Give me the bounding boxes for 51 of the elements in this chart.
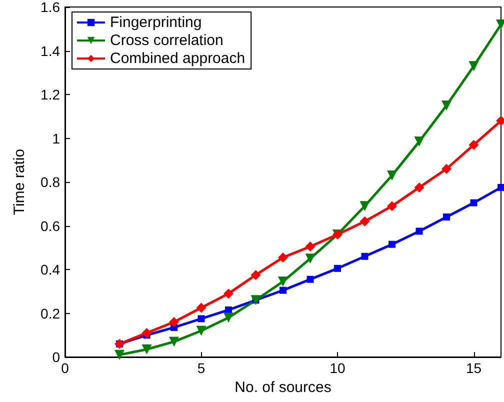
x-tick-label: 5: [197, 360, 206, 376]
point: [360, 216, 370, 226]
point: [305, 242, 316, 252]
point: [196, 326, 206, 336]
point: [305, 254, 316, 264]
legend-label: Fingerprinting: [110, 14, 202, 31]
point: [280, 286, 286, 294]
point: [198, 315, 205, 322]
point: [142, 344, 152, 354]
point: [142, 328, 152, 338]
point: [498, 184, 504, 191]
y-tick-label: 1: [52, 130, 60, 146]
point: [224, 288, 234, 299]
point: [196, 302, 206, 313]
point: [470, 199, 478, 206]
point: [169, 336, 179, 347]
y-tick-label: 0.8: [40, 174, 60, 190]
y-tick-label: 1.2: [40, 86, 60, 102]
point: [306, 276, 314, 283]
point: [387, 170, 397, 180]
point: [443, 214, 450, 220]
point: [224, 312, 234, 323]
point: [361, 252, 368, 260]
point: [250, 270, 261, 280]
point: [387, 201, 397, 212]
y-tick-label: 0.4: [40, 262, 60, 278]
y-tick-label: 1.4: [40, 42, 60, 59]
point: [278, 252, 288, 262]
point: [334, 264, 341, 272]
point: [388, 240, 396, 248]
y-tick-label: 1.6: [40, 0, 60, 15]
point: [114, 350, 124, 360]
y-tick-label: 0.2: [40, 305, 60, 322]
point: [468, 61, 479, 72]
x-tick-label: 15: [466, 360, 482, 376]
point: [442, 164, 452, 174]
point: [468, 140, 479, 150]
point: [414, 136, 424, 147]
point: [360, 201, 370, 212]
point: [169, 317, 179, 327]
point: [414, 182, 424, 192]
y-tick-label: 0: [52, 349, 60, 365]
legend-label: Combined approach: [110, 50, 246, 67]
x-tick-label: 10: [330, 360, 346, 376]
legend-label: Cross correlation: [110, 32, 224, 49]
y-tick-label: 0.6: [40, 218, 60, 234]
y-axis-title: Time ratio: [11, 148, 28, 216]
point: [278, 276, 288, 287]
point: [442, 100, 452, 110]
x-axis-title: No. of sources: [234, 378, 332, 396]
point: [416, 228, 423, 235]
